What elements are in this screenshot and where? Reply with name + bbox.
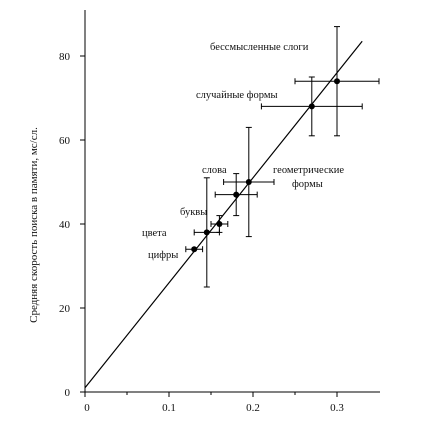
data-point-3 <box>233 191 240 198</box>
point-label-nonsense-syllables: бессмысленные слоги <box>210 42 309 53</box>
data-point-4 <box>245 179 252 185</box>
point-label-words: слова <box>202 165 227 176</box>
x-tick-label-0.1: 0.1 <box>162 402 176 414</box>
data-marks <box>185 26 380 288</box>
regression-line <box>84 40 363 389</box>
y-tick-labels: 0 20 40 60 80 <box>59 51 71 399</box>
y-ticks <box>80 55 85 393</box>
point-label-random-shapes: случайные формы <box>196 90 278 101</box>
data-point-2 <box>216 221 223 227</box>
x-tick-label-0.2: 0.2 <box>246 402 260 414</box>
x-tick-label-0.3: 0.3 <box>330 402 344 414</box>
data-point-1 <box>203 229 210 236</box>
point-label-digits: цифры <box>148 250 178 261</box>
y-tick-label-0: 0 <box>65 387 71 399</box>
x-tick-label-0: 0 <box>84 402 90 414</box>
x-tick-labels: 0 0.1 0.2 0.3 <box>84 402 344 414</box>
data-point-6 <box>308 103 315 110</box>
point-labels: цифры цвета буквы слова геометрические ф… <box>142 42 344 261</box>
data-point-0 <box>191 246 198 253</box>
point-label-geometric-shapes: геометрические <box>273 165 344 176</box>
y-axis-title: Средняя скорость поиска в памяти, мс/сл. <box>28 127 40 323</box>
point-label-letters: буквы <box>180 207 207 218</box>
x-ticks <box>84 392 338 397</box>
y-tick-label-60: 60 <box>59 135 71 147</box>
point-label-geometric-shapes-2: формы <box>292 179 323 190</box>
data-point-7 <box>334 78 340 85</box>
y-tick-label-80: 80 <box>59 51 71 63</box>
point-label-colors: цвета <box>142 228 167 239</box>
y-tick-label-20: 20 <box>59 303 71 315</box>
y-tick-label-40: 40 <box>59 219 71 231</box>
